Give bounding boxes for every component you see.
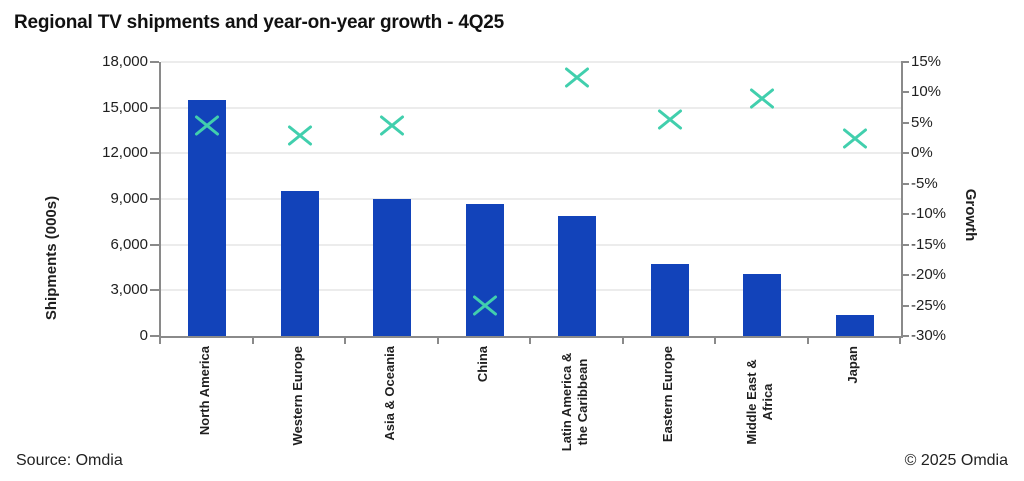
bar [188,100,227,336]
right-axis-tick-label: -25% [911,296,947,314]
right-axis-tick-label: 0% [911,144,933,162]
right-axis-tick [901,243,909,246]
gridline [161,243,901,246]
left-axis-tick-label: 0 [139,327,148,344]
gridline [161,106,901,109]
x-axis-tick [344,338,346,344]
right-axis-tick [901,274,909,277]
bar [373,199,412,336]
growth-x-marker [840,125,870,151]
left-axis-tick [150,198,159,200]
right-axis-tick-label: -20% [911,266,947,284]
x-axis-tick [714,338,716,344]
left-axis-tick-label: 15,000 [102,98,148,116]
right-axis-tick-label: -30% [911,327,947,344]
right-axis-tick [901,213,909,216]
right-axis-tick-label: -15% [911,235,947,253]
left-axis-tick [150,152,159,155]
left-axis-tick-label: 18,000 [102,53,148,70]
gridline [161,289,901,292]
growth-x-marker [192,113,222,139]
x-axis-tick [899,338,901,344]
right-axis-tick-label: -5% [911,174,938,192]
right-axis-tick [901,182,909,185]
growth-x-marker [470,293,500,319]
right-axis-tick [901,91,909,94]
x-axis-tick [529,338,531,344]
left-axis-tick-label: 3,000 [110,281,148,299]
x-axis-tick [251,338,254,344]
left-axis-tick-label: 12,000 [102,144,148,162]
copyright-note: © 2025 Omdia [904,452,1008,469]
growth-x-marker [747,86,777,112]
x-axis-tick [159,338,161,344]
gridline [161,61,901,63]
left-axis-tick [150,243,159,246]
right-axis-tick [901,304,909,307]
x-axis-tick [806,338,809,344]
bar [650,264,689,336]
plot-area [159,61,903,338]
bar [835,314,874,336]
gridline [161,198,901,200]
growth-x-marker [285,122,315,148]
left-axis-tick [150,335,159,337]
bar [743,273,782,336]
growth-x-marker [377,113,407,139]
right-axis-tick-label: 5% [911,113,933,131]
category-label: Japan [844,346,860,384]
x-axis-tick [436,338,439,344]
growth-x-marker [655,107,685,133]
growth-x-marker [562,64,592,90]
bar [465,203,504,336]
right-axis-tick [901,121,909,124]
x-axis-tick [621,338,624,344]
right-axis-tick-label: 15% [911,53,942,70]
left-axis-tick [150,61,159,63]
right-axis-tick [901,152,909,155]
source-note: Source: Omdia [16,452,123,469]
right-axis-tick-label: -10% [911,205,947,223]
left-axis-tick [150,106,159,109]
left-axis-tick-label: 9,000 [110,190,148,207]
gridline [161,152,901,155]
right-axis-tick [901,335,909,337]
left-axis-tick-label: 6,000 [110,235,148,253]
bar [280,191,319,336]
chart-title: Regional TV shipments and year-on-year g… [14,12,505,33]
left-axis-tick [150,289,159,292]
right-axis-tick [901,61,909,63]
right-axis-tick-label: 10% [911,83,942,101]
bar [558,215,597,336]
